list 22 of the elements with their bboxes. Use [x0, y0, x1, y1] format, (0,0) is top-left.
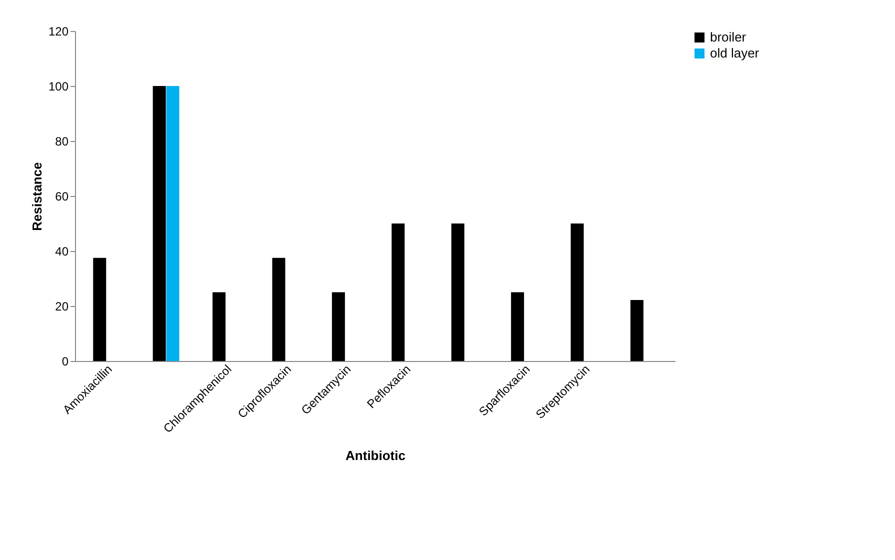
bar: [166, 86, 180, 361]
bar: [392, 224, 405, 361]
y-tick-label: 40: [55, 244, 69, 258]
y-tick-label: 120: [48, 24, 69, 38]
bar: [93, 258, 106, 361]
legend-label: broiler: [710, 30, 747, 44]
y-axis-title: Resistance: [29, 162, 44, 231]
legend-label: old layer: [710, 46, 760, 60]
bar: [152, 86, 166, 361]
bar: [332, 292, 345, 361]
y-tick-label: 60: [55, 190, 69, 204]
y-tick-label: 100: [48, 80, 69, 94]
bar: [272, 258, 286, 361]
y-tick-label: 0: [62, 354, 69, 368]
bar: [451, 224, 464, 361]
bar: [511, 292, 524, 361]
y-tick-label: 20: [55, 300, 69, 314]
x-axis-title: Antibiotic: [346, 448, 406, 463]
y-tick-label: 80: [55, 134, 69, 148]
bar: [630, 300, 644, 361]
bar: [212, 292, 226, 361]
bar: [570, 224, 584, 361]
